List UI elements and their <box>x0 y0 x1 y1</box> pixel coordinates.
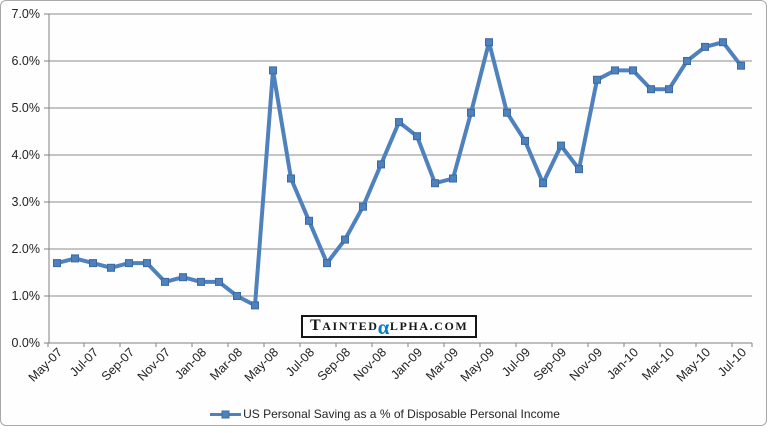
data-point-marker <box>431 179 439 188</box>
data-point-marker <box>323 259 331 268</box>
data-point-marker <box>611 66 619 75</box>
data-point-marker <box>233 292 241 300</box>
y-tick-label: 3.0% <box>12 195 41 209</box>
data-point-marker <box>557 141 565 150</box>
data-point-marker <box>701 42 709 51</box>
x-tick-label: Jul-07 <box>67 345 101 379</box>
series-markers <box>53 38 745 310</box>
data-point-marker <box>71 254 79 263</box>
data-point-marker <box>215 277 223 286</box>
data-point-marker <box>377 160 385 169</box>
data-point-marker <box>521 136 529 145</box>
data-point-marker <box>287 174 295 183</box>
data-point-marker <box>197 277 205 286</box>
data-point-marker <box>161 277 169 286</box>
x-tick-label: Nov-09 <box>567 345 605 383</box>
data-point-marker <box>89 259 97 268</box>
y-tick-label: 2.0% <box>12 242 41 256</box>
x-tick-label: Nov-08 <box>351 345 389 383</box>
x-tick-label: Jan-09 <box>388 345 425 382</box>
y-tick-label: 5.0% <box>12 101 41 115</box>
axes <box>48 14 752 344</box>
data-point-marker <box>485 38 493 47</box>
data-point-marker <box>503 108 511 117</box>
data-point-marker <box>179 273 187 282</box>
x-tick-label: May-09 <box>458 345 497 384</box>
y-tick-label: 1.0% <box>12 289 41 303</box>
y-axis-labels: 0.0% 1.0% 2.0% 3.0% 4.0% 5.0% 6.0% 7.0% <box>12 7 41 350</box>
x-tick-label: Mar-08 <box>207 345 245 383</box>
watermark-text-body1: AINTED <box>322 319 379 333</box>
data-point-marker <box>539 179 547 188</box>
x-tick-label: Jul-08 <box>283 345 317 379</box>
watermark-text-body2: LPHA.COM <box>389 319 469 333</box>
data-point-marker <box>467 108 475 117</box>
y-tick-label: 7.0% <box>12 7 41 21</box>
x-tick-label: May-10 <box>674 345 713 384</box>
data-point-marker <box>449 174 457 183</box>
data-point-marker <box>125 259 133 268</box>
watermark-badge: T AINTED α LPHA.COM <box>301 314 478 339</box>
data-point-marker <box>575 165 583 174</box>
data-point-marker <box>647 85 655 94</box>
y-axis-ticks <box>44 13 49 344</box>
x-tick-label: Jul-10 <box>715 345 749 379</box>
x-tick-label: Sep-07 <box>99 345 137 383</box>
data-point-marker <box>737 61 745 70</box>
watermark-alpha-glyph: α <box>377 314 391 339</box>
watermark-text-lead: T <box>310 317 323 334</box>
x-tick-label: Mar-09 <box>423 345 461 383</box>
x-tick-label: Nov-07 <box>135 345 173 383</box>
data-point-marker <box>683 57 691 65</box>
x-axis-ticks <box>47 343 753 347</box>
data-point-marker <box>665 85 673 94</box>
x-tick-label: May-08 <box>242 345 281 384</box>
legend-label: US Personal Saving as a % of Disposable … <box>243 407 560 421</box>
data-point-marker <box>593 75 601 84</box>
data-point-marker <box>53 259 61 268</box>
series-line <box>55 40 743 308</box>
data-point-marker <box>143 259 151 268</box>
y-tick-label: 4.0% <box>12 148 41 162</box>
x-tick-label: Jan-10 <box>604 345 641 382</box>
data-point-marker <box>629 66 637 75</box>
data-point-marker <box>413 132 421 141</box>
x-tick-label: Jan-08 <box>172 345 209 382</box>
data-point-marker <box>251 301 259 310</box>
data-point-marker <box>359 202 367 211</box>
data-point-marker <box>107 263 115 272</box>
data-point-marker <box>341 235 349 244</box>
x-tick-label: Mar-10 <box>639 345 677 383</box>
x-tick-label: Sep-08 <box>315 345 353 383</box>
data-point-marker <box>719 38 727 47</box>
x-tick-label: Jul-09 <box>499 345 533 379</box>
y-gridlines <box>49 13 752 297</box>
legend: US Personal Saving as a % of Disposable … <box>0 405 769 423</box>
data-point-marker <box>269 66 277 75</box>
y-tick-label: 0.0% <box>12 336 41 350</box>
y-tick-label: 6.0% <box>12 54 41 68</box>
data-point-marker <box>395 118 403 127</box>
x-tick-label: May-07 <box>26 345 65 384</box>
legend-line-marker-icon <box>210 410 242 418</box>
x-tick-label: Sep-09 <box>531 345 569 383</box>
data-point-marker <box>305 216 313 225</box>
